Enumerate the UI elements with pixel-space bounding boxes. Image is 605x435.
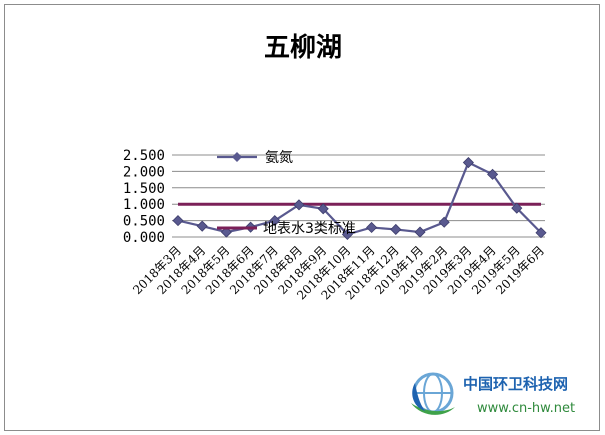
- series-line-ammonia: [177, 161, 542, 236]
- chart-title: 五柳湖: [264, 33, 342, 63]
- globe-leaf-icon: [411, 372, 455, 415]
- data-point-marker: [366, 221, 378, 234]
- watermark-title: 中国环卫科技网: [463, 375, 568, 393]
- data-point-marker: [414, 226, 426, 238]
- data-point-marker: [220, 226, 232, 238]
- y-tick-label: 2.500: [123, 148, 165, 164]
- data-point-marker: [341, 228, 353, 240]
- gridlines: [172, 154, 545, 238]
- y-tick-label: 0.500: [123, 214, 165, 230]
- site-watermark: 中国环卫科技网 www.cn-hw.net: [411, 372, 575, 416]
- y-tick-label: 1.500: [123, 181, 165, 197]
- data-point-marker: [317, 203, 329, 215]
- data-point-marker: [390, 223, 402, 236]
- legend-label-standard: 地表水3类标准: [263, 221, 356, 237]
- data-point-marker: [196, 220, 208, 232]
- watermark-url: www.cn-hw.net: [477, 401, 575, 416]
- data-point-marker: [172, 215, 184, 227]
- data-point-marker: [293, 199, 305, 211]
- data-point-marker: [438, 216, 450, 228]
- data-point-marker: [462, 156, 474, 169]
- x-axis-categories: 2018年3月2018年4月2018年5月2018年6月2018年7月2018年…: [130, 243, 547, 302]
- data-point-marker: [511, 202, 523, 214]
- y-tick-label: 1.000: [123, 197, 165, 213]
- series-layer: [172, 156, 547, 240]
- data-point-marker: [535, 227, 547, 239]
- data-point-marker: [487, 168, 499, 180]
- legend-label-ammonia: 氨氮: [265, 150, 293, 166]
- y-tick-label: 0.000: [123, 230, 165, 246]
- chart-area: 五柳湖 0.000 0.500 1.000 1.500 2.000 2.500 2018年…: [4, 4, 600, 431]
- legend-marker-ammonia: [232, 152, 242, 162]
- data-point-marker: [269, 215, 281, 227]
- y-tick-label: 2.000: [123, 164, 165, 180]
